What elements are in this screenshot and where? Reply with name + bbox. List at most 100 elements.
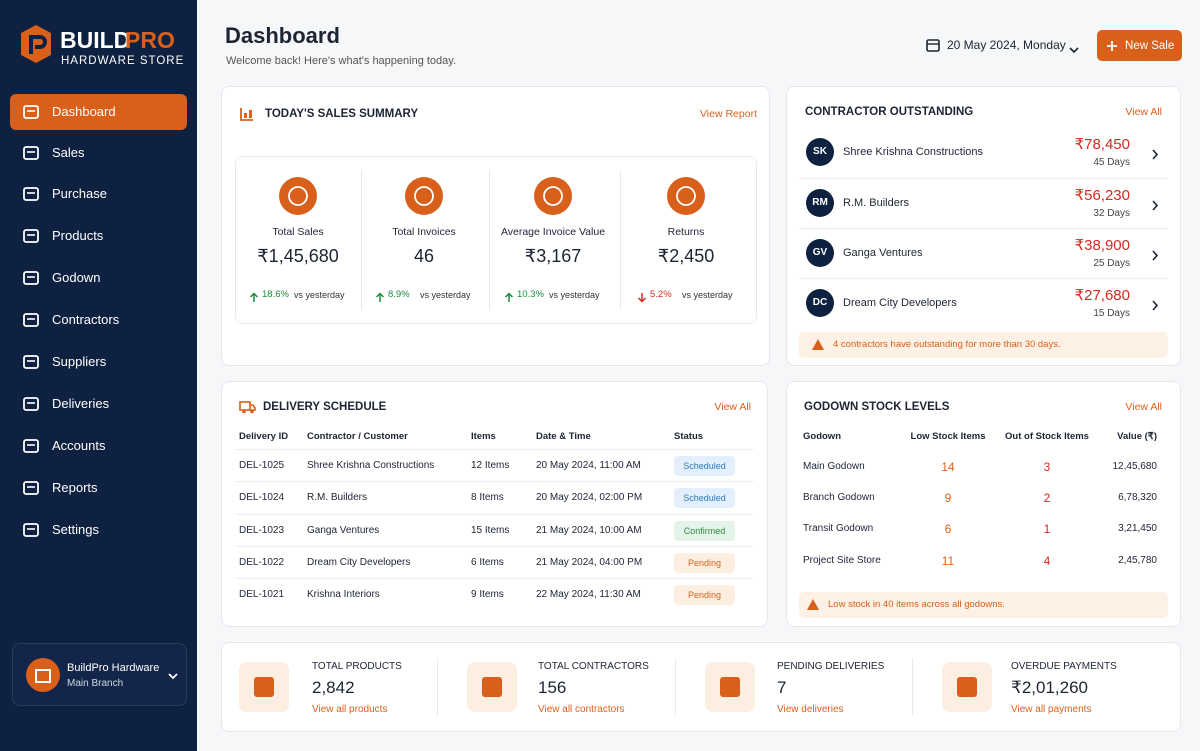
- stat-link[interactable]: View all products: [312, 704, 388, 715]
- status-text: Scheduled: [683, 461, 726, 471]
- status-text: Pending: [687, 558, 722, 568]
- card-title: GODOWN STOCK LEVELS: [804, 401, 950, 413]
- row-chevron[interactable]: [1151, 198, 1159, 211]
- nav-item[interactable]: Contractors: [52, 312, 120, 327]
- avatar-initials: DC: [812, 297, 828, 308]
- row-chevron[interactable]: [1151, 298, 1159, 311]
- avatar-initials: SK: [813, 146, 827, 157]
- nav-icon[interactable]: [22, 144, 40, 162]
- stat-value: 156: [538, 678, 567, 697]
- stat-icon: [942, 662, 992, 712]
- contractor-days: 25 Days: [1093, 258, 1130, 269]
- metric-icon: [667, 177, 705, 215]
- nav-icon[interactable]: [22, 227, 40, 245]
- metric-label: Returns: [667, 226, 705, 238]
- table-cell: 14: [941, 460, 955, 474]
- row-divider: [235, 514, 754, 515]
- table-cell: 6: [944, 522, 952, 536]
- card-link[interactable]: View All: [1125, 106, 1162, 118]
- card-link[interactable]: View All: [1125, 401, 1162, 413]
- metric-icon: [279, 177, 317, 215]
- contractor-name[interactable]: Ganga Ventures: [843, 247, 923, 259]
- table-cell: 3: [1043, 460, 1051, 474]
- nav-icon[interactable]: [22, 269, 40, 287]
- nav-icon[interactable]: [22, 353, 40, 371]
- nav-item[interactable]: Purchase: [52, 186, 107, 201]
- avatar: [806, 189, 834, 217]
- row-divider: [799, 178, 1168, 179]
- row-divider: [235, 546, 754, 547]
- table-cell: 20 May 2024, 02:00 PM: [536, 492, 643, 503]
- table-cell: DEL-1023: [239, 525, 285, 536]
- card-title: DELIVERY SCHEDULE: [263, 401, 387, 413]
- row-chevron[interactable]: [1151, 248, 1159, 261]
- contractor-amount: ₹27,680: [1074, 287, 1130, 304]
- stat-link[interactable]: View all contractors: [538, 704, 625, 715]
- alert-box: [799, 592, 1168, 618]
- nav-item[interactable]: Accounts: [52, 438, 106, 453]
- store-chevron[interactable]: [167, 669, 179, 680]
- nav-item[interactable]: Sales: [52, 145, 85, 160]
- contractor-amount: ₹78,450: [1074, 136, 1130, 153]
- table-cell: 12,45,680: [1112, 461, 1158, 472]
- card-link[interactable]: View All: [714, 401, 751, 413]
- column-header: Status: [674, 431, 704, 442]
- stat-icon: [705, 662, 755, 712]
- stats-card: [221, 642, 1181, 732]
- table-cell: 20 May 2024, 11:00 AM: [536, 460, 641, 471]
- status-pill: [674, 553, 735, 573]
- summary-icon: [239, 106, 255, 122]
- metric-value: 46: [413, 246, 435, 266]
- metric-value: ₹3,167: [524, 246, 582, 266]
- divider: [488, 170, 490, 310]
- metric-label: Total Sales: [272, 226, 324, 238]
- godown-card: [786, 381, 1181, 627]
- date-chevron[interactable]: [1069, 41, 1079, 54]
- nav-item[interactable]: Suppliers: [52, 354, 107, 369]
- nav-icon[interactable]: [22, 395, 40, 413]
- warning-icon: [806, 598, 820, 611]
- status-pill: [674, 488, 735, 508]
- metric-label: Total Invoices: [392, 226, 456, 238]
- nav-icon[interactable]: [22, 311, 40, 329]
- contractor-name[interactable]: Dream City Developers: [843, 297, 957, 309]
- table-cell: 4: [1043, 554, 1051, 568]
- status-text: Pending: [687, 590, 722, 600]
- nav-icon[interactable]: [22, 521, 40, 539]
- table-cell: 11: [941, 554, 955, 568]
- table-cell: 15 Items: [471, 525, 510, 536]
- nav-icon[interactable]: [22, 479, 40, 497]
- nav-icon[interactable]: [22, 185, 40, 203]
- metric-icon: [405, 177, 443, 215]
- table-cell: 21 May 2024, 10:00 AM: [536, 525, 642, 536]
- nav-item[interactable]: Settings: [52, 522, 99, 537]
- nav-icon[interactable]: [22, 437, 40, 455]
- column-header: Low Stock Items: [910, 431, 986, 442]
- table-cell: 6,78,320: [1118, 492, 1157, 503]
- stat-link[interactable]: View deliveries: [777, 704, 844, 715]
- nav-item[interactable]: Products: [52, 228, 104, 243]
- nav-item[interactable]: Dashboard: [52, 104, 116, 119]
- alert-box: [799, 332, 1168, 358]
- store-icon: [26, 658, 60, 692]
- card-title: CONTRACTOR OUTSTANDING: [805, 106, 974, 118]
- new-sale-label[interactable]: New Sale: [1125, 40, 1175, 52]
- nav-icon[interactable]: [22, 103, 40, 121]
- nav-item[interactable]: Godown: [52, 270, 101, 285]
- nav-item[interactable]: Deliveries: [52, 396, 110, 411]
- stat-link[interactable]: View all payments: [1011, 704, 1092, 715]
- contractor-name[interactable]: R.M. Builders: [843, 197, 910, 209]
- nav-item[interactable]: Reports: [52, 480, 98, 495]
- metric-change: 8.9%: [388, 289, 410, 300]
- change-arrow: [637, 290, 647, 303]
- stat-label: OVERDUE PAYMENTS: [1011, 661, 1117, 672]
- contractor-name[interactable]: Shree Krishna Constructions: [843, 146, 984, 158]
- metric-value: ₹1,45,680: [257, 246, 339, 266]
- page-title: Dashboard: [225, 23, 340, 48]
- row-chevron[interactable]: [1151, 147, 1159, 160]
- page-subtitle: Welcome back! Here's what's happening to…: [226, 55, 457, 67]
- date-picker[interactable]: 20 May 2024, Monday: [947, 38, 1066, 52]
- card-link[interactable]: View Report: [699, 108, 757, 120]
- avatar: [806, 138, 834, 166]
- metric-change: 5.2%: [650, 289, 672, 300]
